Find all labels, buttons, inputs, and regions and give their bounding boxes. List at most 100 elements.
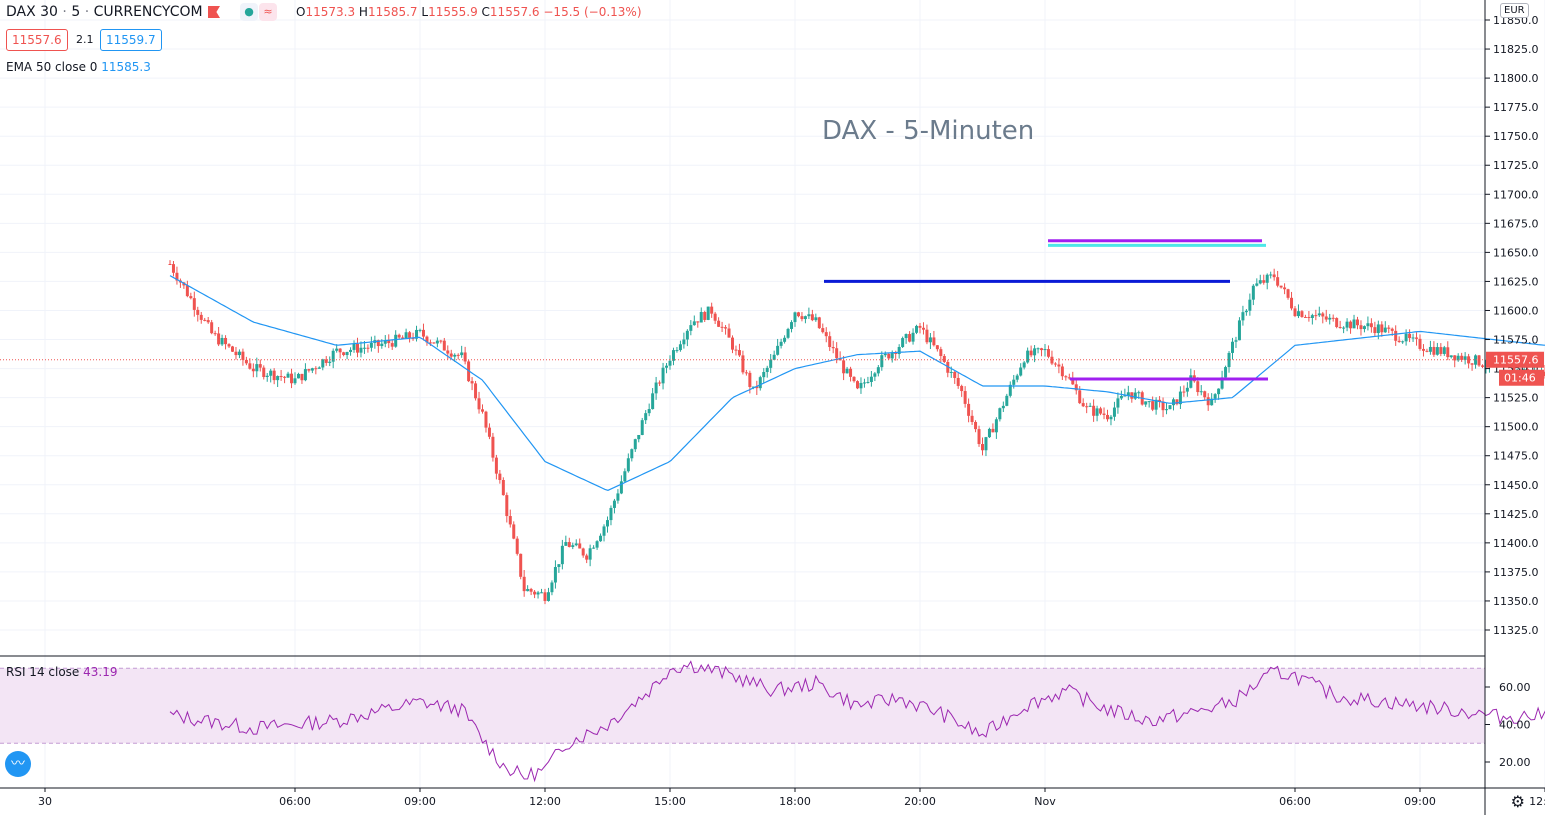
- candle-body: [1401, 341, 1405, 343]
- candle-body: [487, 427, 491, 437]
- last-price-tag: [1486, 351, 1544, 368]
- candle-body: [637, 434, 641, 440]
- candle-body: [1349, 321, 1353, 329]
- candle-body: [564, 542, 568, 546]
- time-tick-label: 09:00: [404, 795, 436, 808]
- candle-body: [335, 348, 339, 351]
- candle-body: [522, 576, 526, 592]
- candle-body: [477, 398, 481, 410]
- candle-body: [1196, 381, 1200, 393]
- candle-body: [1053, 363, 1057, 365]
- candle-body: [668, 360, 672, 366]
- candle-body: [1137, 392, 1141, 394]
- candle-body: [682, 339, 686, 345]
- rsi-legend[interactable]: RSI 14 close 43.19: [6, 665, 118, 679]
- compare-wave-icon[interactable]: ≈: [259, 3, 277, 21]
- candle-body: [244, 359, 248, 364]
- price-tick-label: 11650.0: [1493, 246, 1539, 259]
- candle-body: [1265, 274, 1269, 283]
- candle-body: [994, 419, 998, 433]
- candle-body: [769, 359, 773, 368]
- candle-body: [237, 351, 241, 356]
- symbol-sep-2: ·: [84, 4, 90, 20]
- candle-body: [283, 376, 287, 378]
- candle-body: [574, 543, 578, 546]
- candle-body: [852, 376, 856, 382]
- candle-body: [1071, 378, 1075, 385]
- tradingview-logo[interactable]: 〰: [5, 751, 31, 777]
- horizontal-levels[interactable]: [824, 239, 1268, 381]
- candle-body: [810, 314, 814, 321]
- candle-body: [915, 325, 919, 333]
- candle-body: [741, 355, 745, 373]
- rsi-tick-label: 40.00: [1499, 719, 1531, 732]
- chart-annotation-text[interactable]: DAX - 5-Minuten: [822, 116, 1035, 146]
- candle-body: [210, 322, 214, 334]
- candle-body: [1026, 350, 1030, 363]
- symbol-sep: ·: [62, 4, 67, 20]
- price-tick-label: 11800.0: [1493, 72, 1539, 85]
- candle-body: [362, 347, 366, 349]
- symbol-title[interactable]: DAX 30 · 5 · CURRENCYCOM: [6, 4, 203, 20]
- candle-body: [1460, 355, 1464, 360]
- candle-body: [897, 347, 901, 355]
- candle-body: [1123, 395, 1127, 397]
- candle-body: [1356, 319, 1359, 326]
- candle-body: [1359, 325, 1363, 330]
- candle-body: [1199, 391, 1203, 393]
- candle-body: [1081, 403, 1085, 407]
- candle-body: [880, 355, 884, 368]
- ema-value: 11585.3: [101, 60, 151, 74]
- candle-body: [1397, 340, 1401, 343]
- candle-body: [1415, 337, 1419, 339]
- sell-price-button[interactable]: 11557.6: [6, 29, 68, 51]
- candle-body: [866, 381, 870, 383]
- candle-body: [1369, 323, 1373, 328]
- price-tick-label: 11775.0: [1493, 101, 1539, 114]
- candle-body: [1029, 350, 1033, 356]
- candle-body: [241, 351, 245, 360]
- candle-body: [1189, 375, 1193, 388]
- currency-badge[interactable]: EUR: [1500, 3, 1529, 18]
- gear-icon[interactable]: ⚙: [1510, 792, 1525, 811]
- candle-body: [1046, 349, 1050, 357]
- ema-legend[interactable]: EMA 50 close 0 11585.3: [6, 60, 151, 74]
- candle-body: [991, 428, 995, 433]
- status-dot-icon[interactable]: ●: [240, 3, 258, 21]
- candle-body: [1012, 379, 1016, 385]
- candle-body: [1286, 289, 1290, 298]
- candle-body: [1043, 349, 1047, 351]
- candle-body: [553, 567, 557, 583]
- candle-body: [1095, 408, 1099, 416]
- candle-body: [567, 542, 571, 548]
- candle-body: [390, 343, 394, 347]
- candle-body: [807, 314, 811, 317]
- candle-body: [1099, 408, 1103, 414]
- candle-body: [1251, 285, 1255, 300]
- candle-body: [626, 458, 630, 472]
- candle-body: [387, 340, 391, 344]
- candle-body: [796, 312, 800, 317]
- price-tick-label: 11725.0: [1493, 159, 1539, 172]
- candle-body: [369, 342, 373, 348]
- candle-body: [588, 548, 592, 560]
- candle-body: [415, 329, 419, 339]
- candle-body: [512, 524, 516, 539]
- buy-price-button[interactable]: 11559.7: [100, 29, 162, 51]
- candle-body: [185, 285, 189, 297]
- candle-body: [1241, 312, 1245, 321]
- candle-body: [1158, 399, 1162, 402]
- candle-body: [251, 368, 255, 372]
- candle-body: [703, 312, 707, 320]
- candle-body: [481, 409, 484, 412]
- candle-body: [1303, 316, 1307, 318]
- candle-body: [953, 371, 957, 378]
- candle-body: [1175, 399, 1179, 405]
- ema-line: [169, 275, 1545, 491]
- candle-body: [550, 582, 554, 593]
- candle-body: [821, 328, 825, 333]
- candle-body: [724, 327, 728, 329]
- candle-body: [435, 340, 439, 344]
- candle-body: [776, 345, 780, 355]
